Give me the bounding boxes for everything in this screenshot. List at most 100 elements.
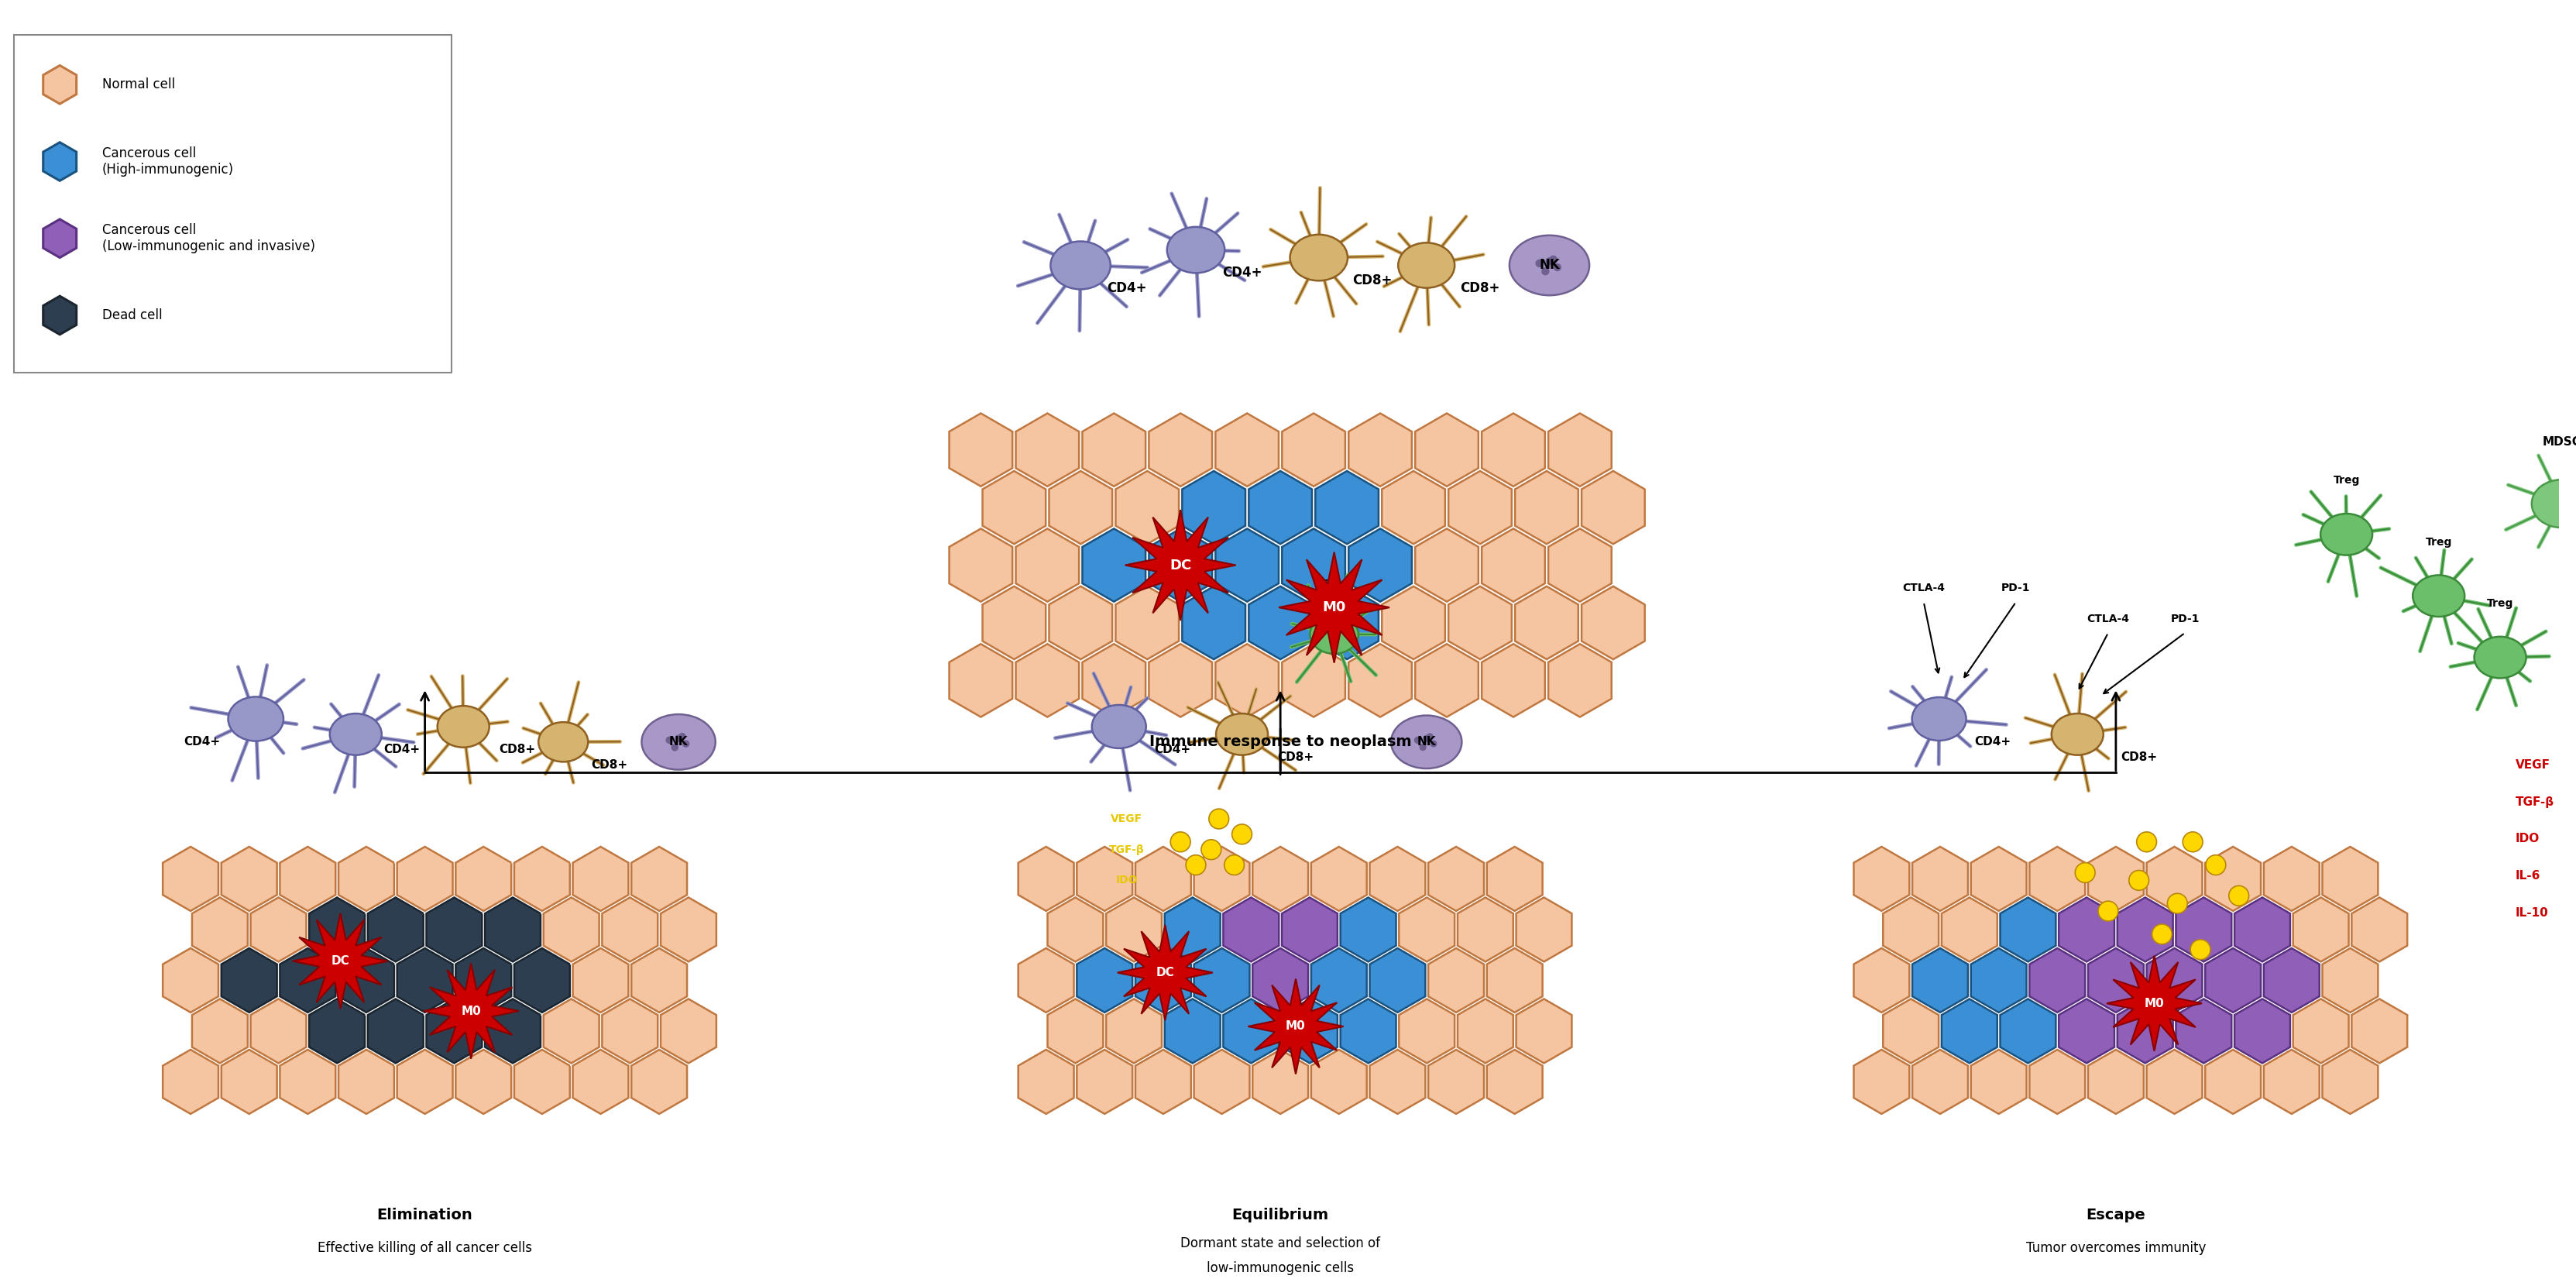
Text: Dormant state and selection of: Dormant state and selection of — [1180, 1237, 1381, 1250]
Polygon shape — [1249, 471, 1311, 544]
Polygon shape — [2293, 898, 2349, 962]
Polygon shape — [2117, 999, 2174, 1063]
Circle shape — [1535, 260, 1543, 267]
Polygon shape — [1018, 1050, 1074, 1114]
Polygon shape — [1427, 847, 1484, 911]
Circle shape — [2128, 871, 2148, 890]
Text: Escape: Escape — [2087, 1207, 2146, 1223]
Polygon shape — [1911, 847, 1968, 911]
Polygon shape — [1517, 999, 1571, 1063]
Polygon shape — [368, 999, 422, 1063]
Polygon shape — [1582, 471, 1646, 544]
Ellipse shape — [1291, 234, 1347, 280]
Polygon shape — [1350, 528, 1412, 601]
Polygon shape — [1077, 847, 1133, 911]
Polygon shape — [281, 948, 335, 1013]
Polygon shape — [1252, 948, 1309, 1013]
Polygon shape — [1216, 528, 1278, 601]
Polygon shape — [515, 847, 569, 911]
Ellipse shape — [1911, 697, 1965, 741]
Polygon shape — [2352, 898, 2409, 962]
Text: Treg: Treg — [2486, 599, 2514, 609]
Polygon shape — [2030, 948, 2084, 1013]
Polygon shape — [162, 1050, 219, 1114]
Ellipse shape — [1510, 235, 1589, 295]
Polygon shape — [456, 847, 510, 911]
Polygon shape — [1283, 999, 1337, 1063]
Text: VEGF: VEGF — [1110, 813, 1144, 824]
Polygon shape — [44, 219, 77, 257]
Text: VEGF: VEGF — [2517, 760, 2550, 771]
Polygon shape — [2146, 847, 2202, 911]
Polygon shape — [422, 963, 518, 1059]
Polygon shape — [1082, 413, 1146, 486]
Polygon shape — [1370, 1050, 1425, 1114]
Polygon shape — [309, 898, 366, 962]
Text: CD8+: CD8+ — [1278, 752, 1314, 764]
Text: Elimination: Elimination — [376, 1207, 474, 1223]
Polygon shape — [1216, 643, 1278, 718]
Polygon shape — [281, 1050, 335, 1114]
Polygon shape — [1517, 898, 1571, 962]
Text: NK: NK — [1538, 258, 1558, 272]
Polygon shape — [2293, 999, 2349, 1063]
Polygon shape — [428, 999, 482, 1063]
Circle shape — [1553, 263, 1561, 271]
Polygon shape — [1136, 948, 1190, 1013]
Polygon shape — [2264, 1050, 2318, 1114]
Text: M0: M0 — [2143, 998, 2164, 1009]
Circle shape — [2182, 831, 2202, 852]
Polygon shape — [1855, 1050, 1909, 1114]
Polygon shape — [2233, 999, 2290, 1063]
Circle shape — [1200, 839, 1221, 859]
Ellipse shape — [1092, 705, 1146, 748]
Circle shape — [1208, 808, 1229, 829]
Polygon shape — [1149, 528, 1213, 601]
Circle shape — [1224, 854, 1244, 875]
Ellipse shape — [330, 714, 381, 755]
Polygon shape — [603, 999, 657, 1063]
Text: M0: M0 — [1321, 600, 1345, 614]
Polygon shape — [1018, 948, 1074, 1013]
Polygon shape — [515, 1050, 569, 1114]
Polygon shape — [193, 999, 247, 1063]
Circle shape — [1231, 824, 1252, 844]
Polygon shape — [1126, 510, 1236, 620]
Polygon shape — [1414, 643, 1479, 718]
Polygon shape — [1082, 643, 1146, 718]
Polygon shape — [1115, 586, 1180, 660]
Text: CD4+: CD4+ — [384, 744, 420, 756]
Polygon shape — [1193, 847, 1249, 911]
Polygon shape — [484, 898, 541, 962]
Text: CD8+: CD8+ — [500, 744, 536, 756]
Circle shape — [2205, 854, 2226, 875]
Polygon shape — [1048, 898, 1103, 962]
Polygon shape — [222, 948, 278, 1013]
Polygon shape — [162, 948, 219, 1013]
Ellipse shape — [1391, 715, 1461, 769]
Polygon shape — [1048, 471, 1113, 544]
Circle shape — [1185, 854, 1206, 875]
Polygon shape — [603, 898, 657, 962]
Polygon shape — [1350, 413, 1412, 486]
Polygon shape — [2089, 948, 2143, 1013]
Polygon shape — [1370, 948, 1425, 1013]
Ellipse shape — [1051, 242, 1110, 289]
Polygon shape — [1548, 413, 1613, 486]
Ellipse shape — [1311, 615, 1358, 654]
Ellipse shape — [229, 697, 283, 741]
Circle shape — [2136, 831, 2156, 852]
Polygon shape — [222, 1050, 278, 1114]
Ellipse shape — [2050, 714, 2105, 755]
Polygon shape — [1458, 999, 1512, 1063]
Polygon shape — [1370, 847, 1425, 911]
Polygon shape — [1971, 948, 2027, 1013]
Polygon shape — [948, 413, 1012, 486]
Polygon shape — [1193, 1050, 1249, 1114]
Polygon shape — [1481, 643, 1546, 718]
Polygon shape — [1115, 471, 1180, 544]
Text: Effective killing of all cancer cells: Effective killing of all cancer cells — [317, 1241, 533, 1255]
Text: Treg: Treg — [1321, 579, 1347, 590]
Polygon shape — [981, 471, 1046, 544]
Polygon shape — [2264, 948, 2318, 1013]
